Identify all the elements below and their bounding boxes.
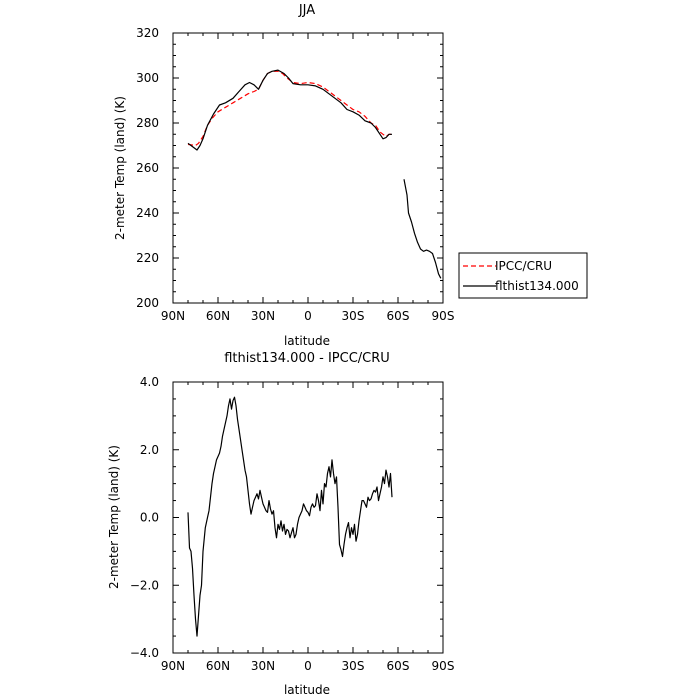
legend-label-flthist: flthist134.000 — [495, 279, 579, 293]
panel-1-plot-frame — [172, 32, 444, 304]
legend: IPCC/CRU flthist134.000 — [458, 252, 588, 299]
x-tick-label: 90N — [161, 659, 185, 673]
y-tick-label: −2.0 — [130, 578, 159, 592]
y-tick-label: 320 — [136, 26, 159, 40]
y-tick-label: −4.0 — [130, 646, 159, 660]
y-tick-label: 2.0 — [140, 443, 159, 457]
panel-1-temperature: JJA 90N 60N 30N 0 30S 60S 90S 200 220 240 260 280 30… — [113, 3, 588, 348]
x-tick-label: 60S — [387, 309, 410, 323]
x-tick-label: 30S — [342, 659, 365, 673]
x-tick-label: 90N — [161, 309, 185, 323]
panel-2-xlabel: latitude — [284, 683, 330, 697]
series-line-ipcc-cru — [187, 70, 392, 147]
x-tick-label: 90S — [432, 659, 455, 673]
panel-2-plot-frame — [172, 381, 444, 654]
y-tick-label: 200 — [136, 296, 159, 310]
panel-2-ylabel: 2-meter Temp (land) (K) — [107, 445, 121, 589]
y-tick-label: 260 — [136, 161, 159, 175]
x-tick-label: 60N — [206, 659, 230, 673]
panel-1-title: JJA — [298, 3, 315, 18]
y-tick-label: 300 — [136, 71, 159, 85]
panel-2-difference: flthist134.000 - IPCC/CRU 90N 60N 30N 0 30S 6… — [107, 351, 454, 697]
panel-2-title: flthist134.000 - IPCC/CRU — [224, 351, 390, 366]
y-tick-label: 0.0 — [140, 511, 159, 525]
legend-label-ipcc-cru: IPCC/CRU — [495, 259, 552, 273]
x-tick-label: 60S — [387, 659, 410, 673]
y-tick-label: 4.0 — [140, 375, 159, 389]
series-line-flthist134-000-segment-2 — [403, 179, 442, 279]
y-tick-label: 240 — [136, 206, 159, 220]
panel-1-ylabel: 2-meter Temp (land) (K) — [113, 96, 127, 240]
y-tick-label: 220 — [136, 251, 159, 265]
series-line-diff-0 — [187, 396, 393, 637]
x-tick-label: 0 — [304, 309, 312, 323]
x-tick-label: 90S — [432, 309, 455, 323]
x-tick-label: 30N — [251, 659, 275, 673]
x-tick-label: 30N — [251, 309, 275, 323]
x-tick-label: 0 — [304, 659, 312, 673]
legend-frame — [458, 252, 588, 299]
panel-2-series — [187, 396, 393, 637]
y-tick-label: 280 — [136, 116, 159, 130]
panel-1-ticks: 90N 60N 30N 0 30S 60S 90S 200 220 240 260 280 300 320 — [136, 26, 454, 323]
panel-2-ticks: 90N 60N 30N 0 30S 60S 90S −4.0 −2.0 0.0 2.0 4.0 — [130, 375, 455, 673]
panel-1-xlabel: latitude — [284, 334, 330, 348]
panel-1-series — [187, 69, 442, 279]
x-tick-label: 60N — [206, 309, 230, 323]
x-tick-label: 30S — [342, 309, 365, 323]
series-line-flthist134-000 — [187, 69, 392, 151]
